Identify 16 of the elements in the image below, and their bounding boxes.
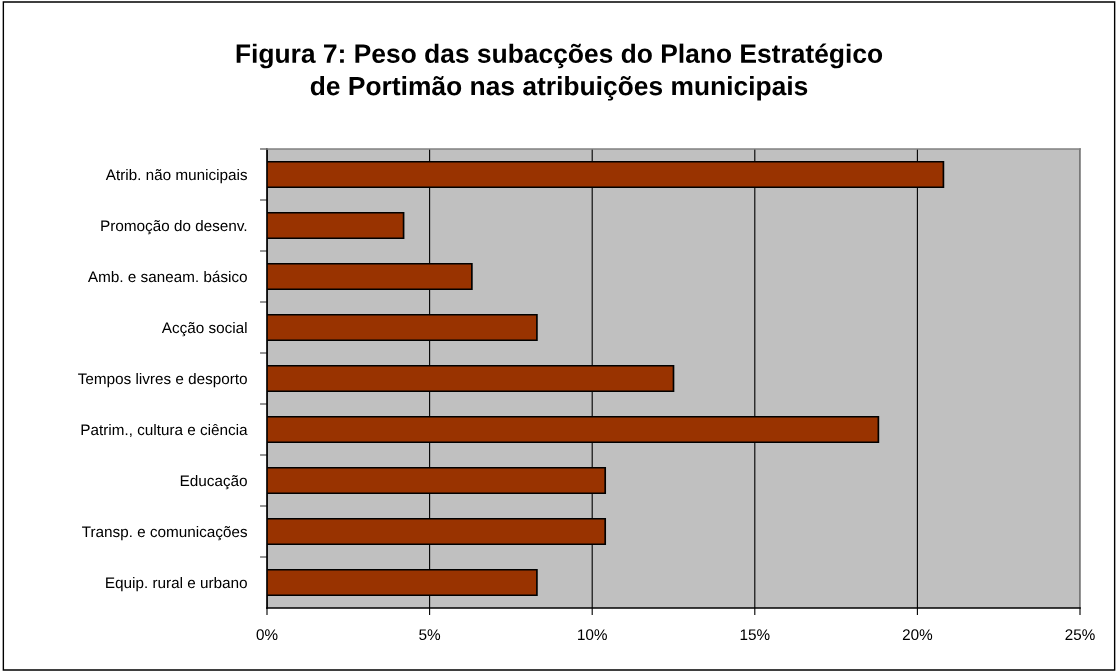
y-tick-label: Amb. e saneam. básico xyxy=(87,270,247,283)
chart-title: Figura 7: Peso das subacções do Plano Estratégico de Portimão nas atribuições municipais xyxy=(236,43,883,101)
y-tick-label: Promoção do desenv. xyxy=(101,219,247,235)
x-tick-label: 5% xyxy=(419,629,441,641)
x-tick-label: 0% xyxy=(256,629,278,641)
x-tick-label: 10% xyxy=(578,629,607,641)
x-tick-label: 20% xyxy=(902,629,933,641)
y-tick-label: Educação xyxy=(180,474,247,490)
y-tick-label: Transp. e comunicações xyxy=(82,525,248,541)
x-tick-label: 25% xyxy=(1065,629,1095,641)
y-tick-label: Patrim., cultura e ciência xyxy=(81,423,248,437)
y-tick-label: Equip. rural e urbano xyxy=(106,576,247,592)
x-tick-label: 15% xyxy=(740,629,770,641)
y-tick-label: Tempos livres e desporto xyxy=(78,372,247,388)
y-tick-label: Atrib. não municipais xyxy=(105,168,248,184)
y-tick-label: Acção social xyxy=(161,321,247,337)
